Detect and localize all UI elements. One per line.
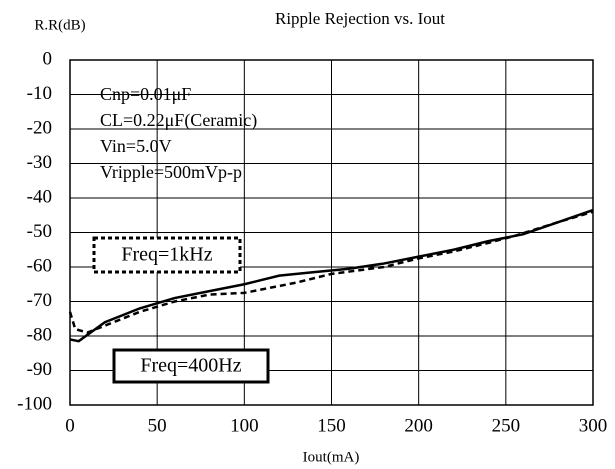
plot-frame [69,59,594,406]
y-tick-label: -30 [27,152,52,173]
legend-label: Freq=1kHz [121,244,212,266]
x-tick-label: 150 [317,415,346,436]
x-axis-label: Iout(mA) [303,449,360,465]
y-tick-label: -100 [17,393,52,414]
y-tick-label: -20 [27,117,52,138]
x-tick-label: 0 [65,415,75,436]
y-tick-label: -80 [27,324,52,345]
chart-title: Ripple Rejection vs. Iout [275,9,445,28]
annotation: Vin=5.0V [100,136,172,156]
annotation: CL=0.22μF(Ceramic) [100,110,257,131]
y-tick-label: -50 [27,221,52,242]
y-tick-label: 0 [43,48,53,69]
x-tick-label: 300 [579,415,608,436]
legend-box [92,236,242,274]
y-axis-label: R.R(dB) [34,17,85,33]
series-line [68,210,594,334]
y-tick-label: -90 [27,359,52,380]
y-tick-label: -40 [27,186,52,207]
legend-box [112,348,270,384]
annotation: Vripple=500mVp-p [100,162,242,182]
annotation: Cnp=0.01μF [100,84,191,104]
x-tick-label: 50 [148,415,167,436]
y-tick-label: -70 [27,290,52,311]
x-tick-label: 250 [492,415,521,436]
x-tick-label: 100 [230,415,259,436]
x-tick-label: 200 [404,415,433,436]
y-tick-label: -60 [27,255,52,276]
legend-label: Freq=400Hz [140,355,241,377]
y-tick-label: -10 [27,83,52,104]
